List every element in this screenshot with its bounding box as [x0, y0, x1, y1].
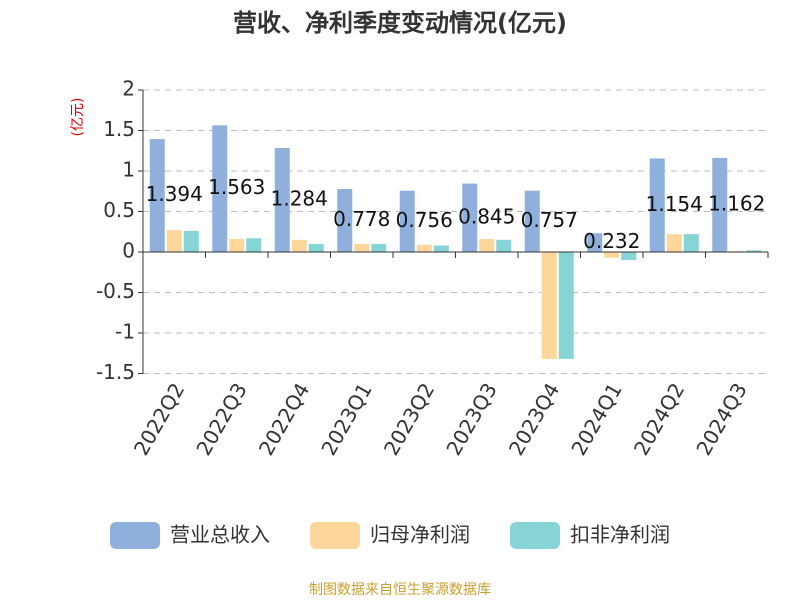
bar	[621, 252, 637, 261]
bar	[712, 157, 728, 252]
legend-label: 归母净利润	[370, 523, 470, 547]
legend-swatch	[310, 522, 360, 549]
bar	[649, 158, 665, 252]
bar	[683, 234, 699, 252]
bar	[337, 188, 353, 252]
bar	[416, 244, 432, 252]
bar	[354, 243, 370, 252]
bar	[496, 239, 512, 252]
chart-title: 营收、净利季度变动情况(亿元)	[233, 9, 567, 37]
bar	[291, 239, 307, 252]
legend-label: 扣非净利润	[570, 523, 670, 547]
y-tick-label: 1.5	[103, 117, 135, 141]
bar	[149, 139, 165, 252]
x-tick-label: 2022Q3	[191, 379, 251, 460]
bar	[399, 190, 415, 252]
x-tick-label: 2023Q2	[379, 379, 439, 460]
bar	[433, 245, 449, 252]
legend-label: 营业总收入	[170, 523, 270, 547]
data-label: 1.154	[646, 192, 703, 216]
x-tick-label: 2024Q2	[629, 379, 689, 460]
x-tick-label: 2023Q4	[504, 379, 564, 460]
y-tick-label: 2	[122, 77, 135, 101]
source-note: 制图数据来自恒生聚源数据库	[309, 582, 491, 598]
bar	[746, 250, 762, 252]
bar	[246, 238, 262, 252]
bar	[541, 252, 557, 359]
data-label: 1.394	[146, 182, 203, 206]
x-tick-label: 2024Q1	[566, 379, 626, 460]
bar	[371, 243, 387, 252]
bar	[462, 183, 478, 252]
x-tick-label: 2022Q4	[254, 379, 314, 460]
bar	[212, 125, 228, 252]
y-tick-label: 0.5	[103, 198, 135, 222]
data-label: 0.757	[521, 208, 578, 232]
y-tick-label: -1.5	[96, 360, 135, 384]
data-label: 1.563	[208, 175, 265, 199]
x-tick-label: 2024Q3	[691, 379, 751, 460]
data-label: 0.232	[583, 229, 640, 253]
data-label: 0.756	[396, 208, 453, 232]
bar	[183, 230, 199, 252]
data-label: 1.162	[708, 191, 765, 215]
legend-swatch	[510, 522, 560, 549]
bar	[166, 230, 182, 252]
data-label: 0.845	[458, 204, 515, 228]
y-axis-label: (亿元)	[70, 98, 86, 137]
y-tick-label: 0	[122, 239, 135, 263]
x-tick-label: 2023Q1	[316, 379, 376, 460]
bar	[666, 234, 682, 252]
bar	[229, 239, 245, 252]
bar	[587, 233, 603, 252]
bar	[558, 252, 574, 359]
data-label: 1.284	[271, 186, 328, 210]
data-label: 0.778	[333, 207, 390, 231]
x-tick-label: 2022Q2	[129, 379, 189, 460]
bar	[308, 243, 324, 252]
bar	[524, 190, 540, 252]
y-tick-label: -1	[115, 320, 135, 344]
y-tick-label: 1	[122, 158, 135, 182]
bar	[274, 147, 290, 252]
y-tick-label: -0.5	[96, 279, 135, 303]
bar	[604, 252, 620, 258]
bar	[479, 239, 495, 252]
x-tick-label: 2023Q3	[441, 379, 501, 460]
legend-swatch	[110, 522, 160, 549]
